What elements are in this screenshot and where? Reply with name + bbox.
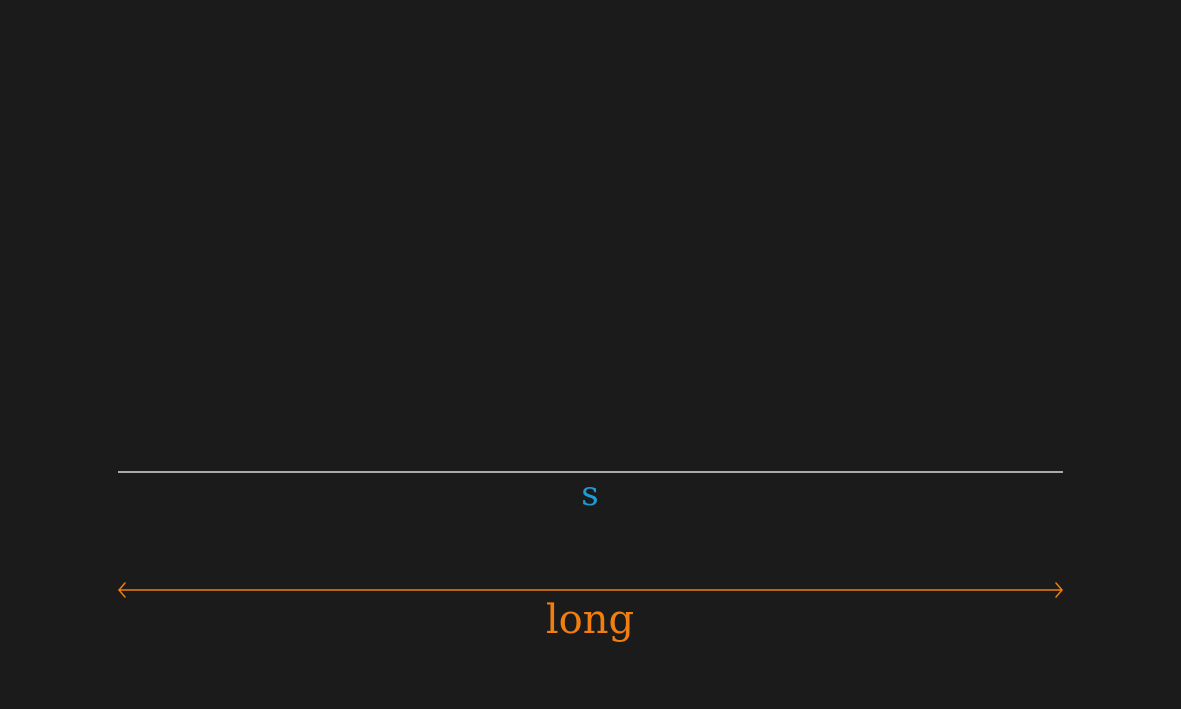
long-arrow xyxy=(118,582,1063,598)
arrow-label-long: long xyxy=(545,597,635,643)
segment-label-s: s xyxy=(581,474,599,514)
long-arrow-right-head xyxy=(1055,582,1063,598)
long-arrow-left-head xyxy=(118,582,126,598)
